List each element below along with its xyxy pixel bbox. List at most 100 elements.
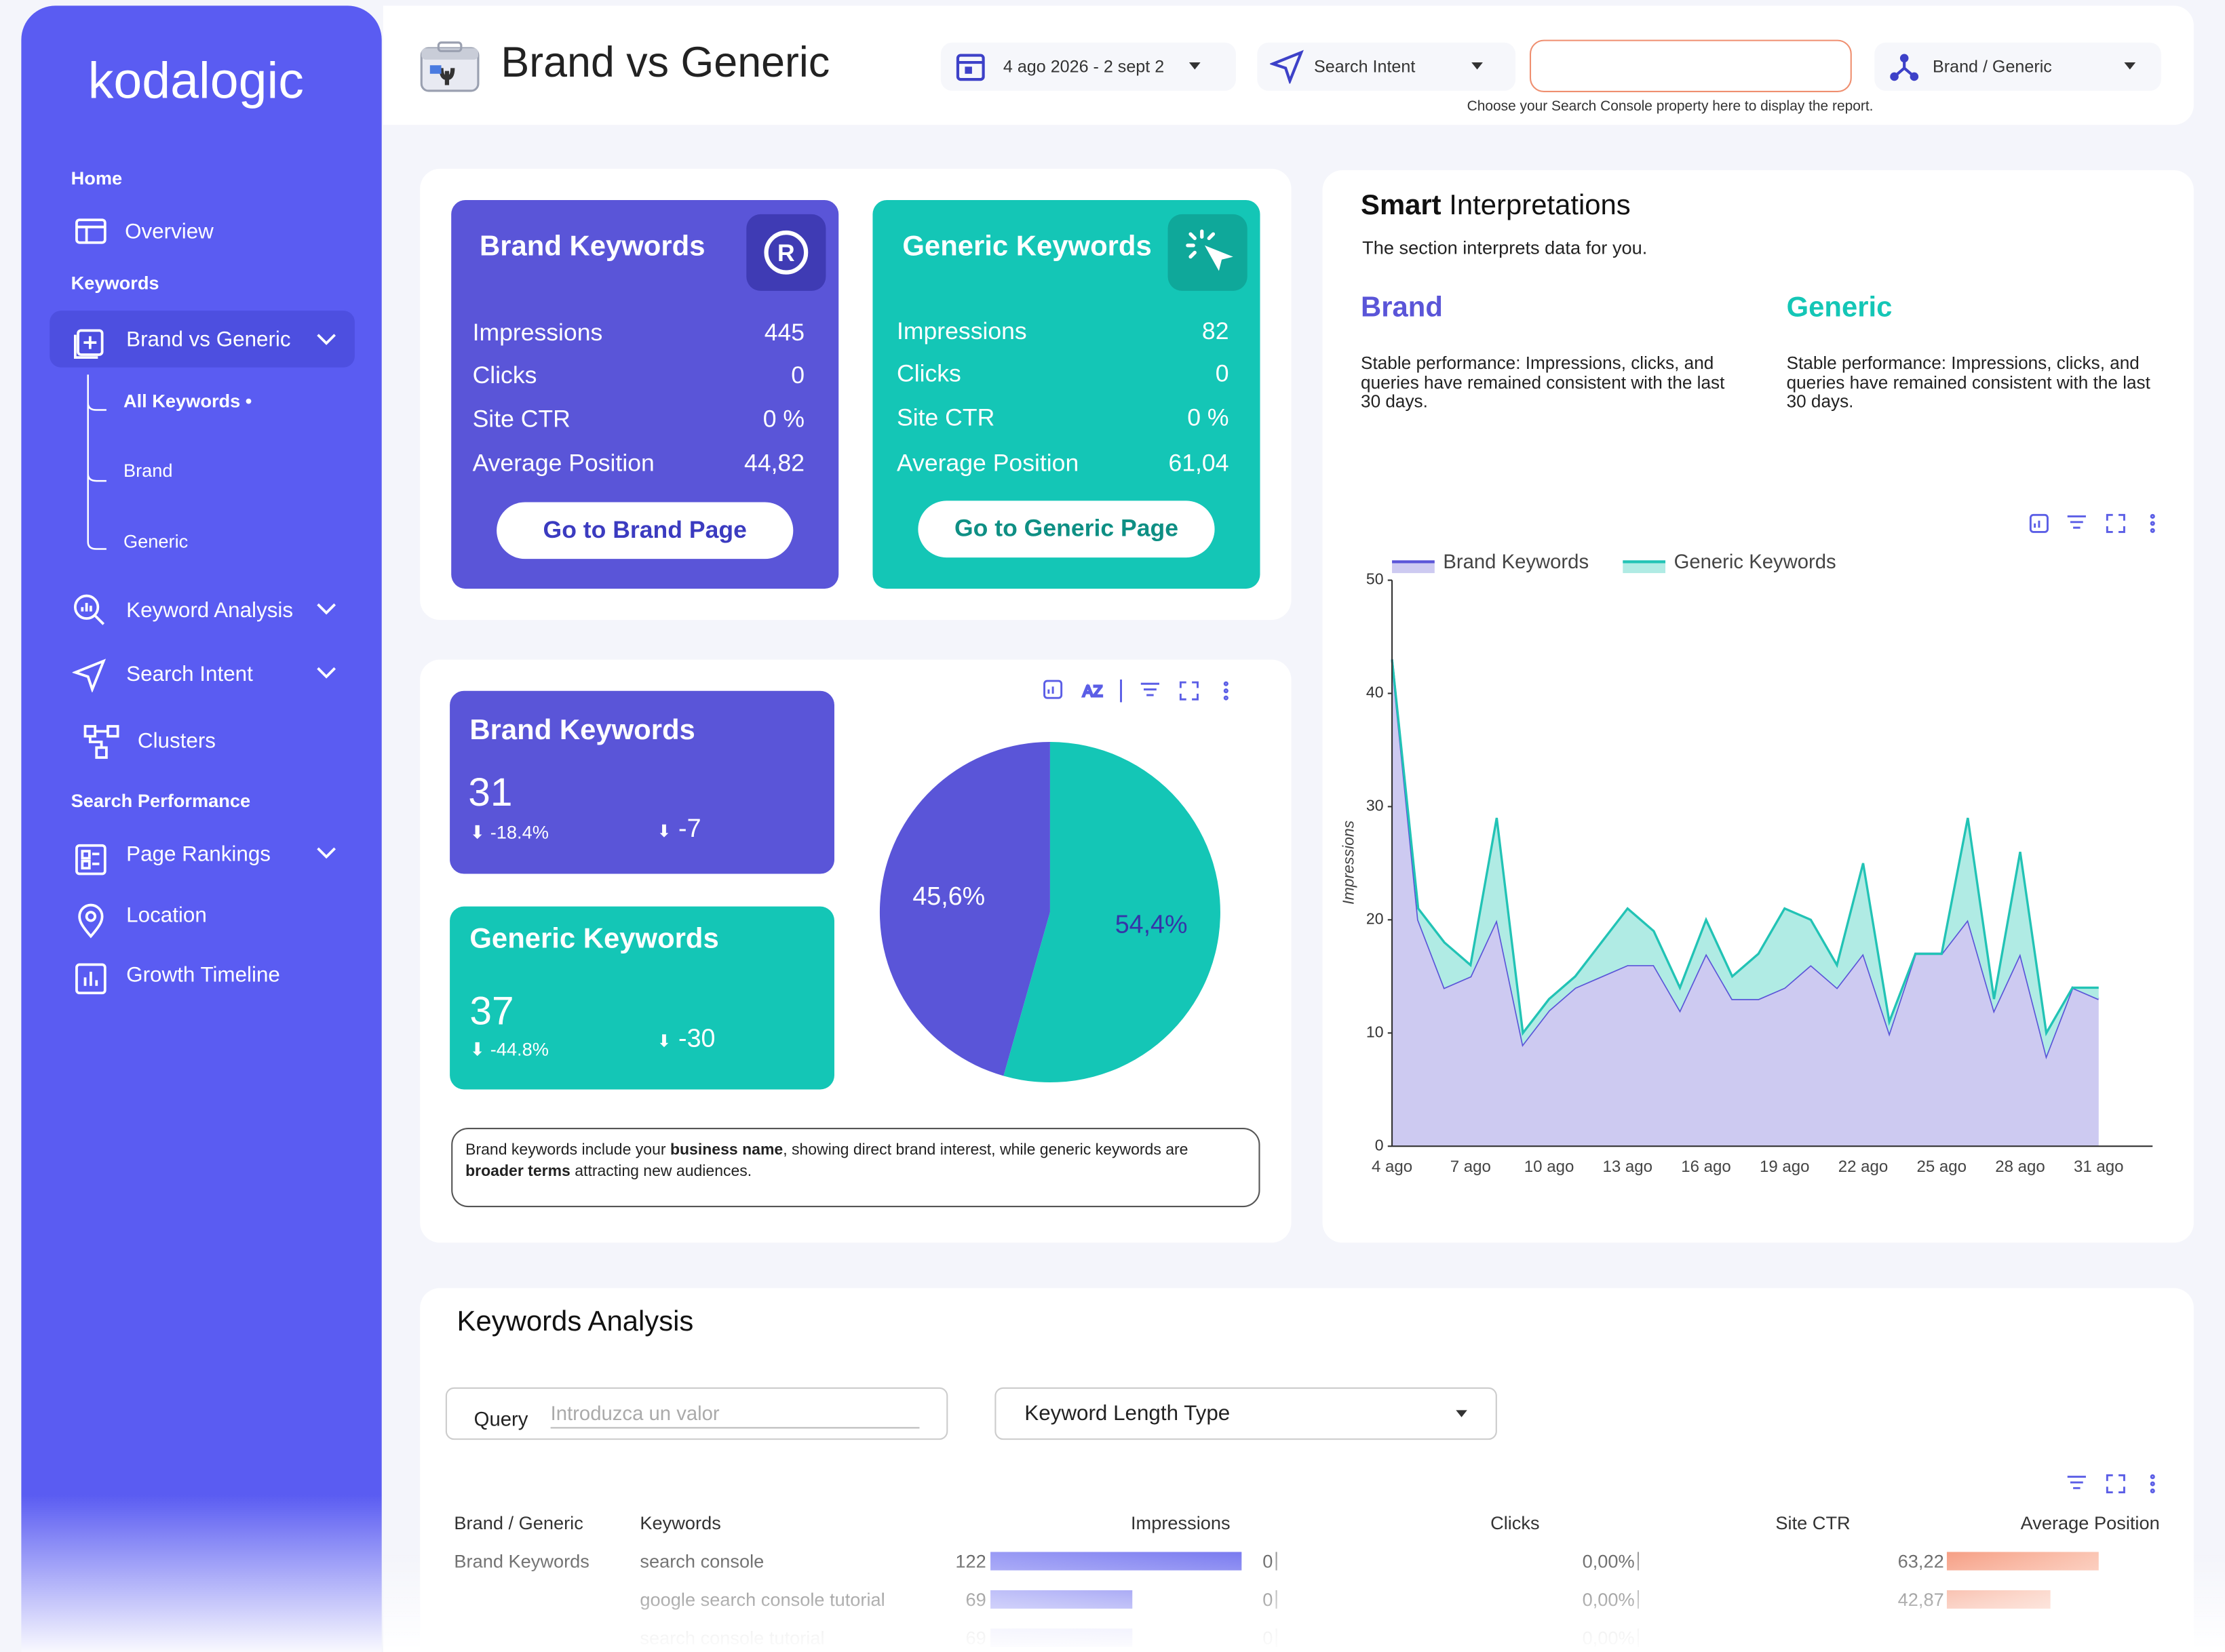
delta-text: -30 bbox=[678, 1024, 716, 1053]
summary-delta: ⬇ -30 bbox=[657, 1024, 716, 1053]
nav-section: Search Performance bbox=[71, 790, 251, 812]
x-tick-label: 7 ago bbox=[1450, 1158, 1491, 1176]
x-tick-label: 31 ago bbox=[2074, 1158, 2124, 1176]
nav-item[interactable]: Brand vs Generic bbox=[126, 328, 291, 352]
pie-label: 54,4% bbox=[1115, 910, 1188, 939]
svg-text:AZ: AZ bbox=[1083, 682, 1102, 700]
y-axis-label: Impressions bbox=[1339, 820, 1357, 904]
generic-text: Stable performance: Impressions, clicks,… bbox=[1786, 353, 2150, 412]
sub-item[interactable]: Generic bbox=[123, 530, 189, 552]
y-tick-label: 30 bbox=[1366, 796, 1384, 814]
nav-item[interactable]: Location bbox=[126, 903, 207, 928]
nav-item[interactable]: Page Rankings bbox=[126, 842, 271, 867]
query-filter[interactable]: Query Introduzca un valor bbox=[445, 1387, 948, 1440]
area-fill bbox=[1392, 659, 2099, 1147]
intent-icon bbox=[1270, 50, 1304, 84]
smart-title: Smart Interpretations bbox=[1361, 190, 1631, 222]
logo[interactable]: kodalogic bbox=[88, 51, 304, 110]
table-toolbar[interactable] bbox=[2063, 1471, 2168, 1497]
note-text: attracting new audiences. bbox=[570, 1163, 752, 1181]
nav-item[interactable]: Overview bbox=[125, 220, 214, 244]
nav-section: Home bbox=[71, 167, 123, 189]
property-selector[interactable] bbox=[1529, 39, 1852, 92]
legend-label: Brand Keywords bbox=[1443, 551, 1589, 573]
keyword-analysis-icon bbox=[73, 594, 105, 625]
chevron[interactable] bbox=[315, 330, 337, 347]
y-tick-label: 0 bbox=[1375, 1136, 1384, 1154]
clusters-icon bbox=[83, 725, 119, 759]
query-input[interactable]: Introduzca un valor bbox=[550, 1402, 920, 1429]
page-title: Brand vs Generic bbox=[501, 39, 830, 87]
chevron[interactable] bbox=[315, 600, 337, 617]
legend-swatch bbox=[1392, 562, 1435, 574]
x-tick-label: 22 ago bbox=[1838, 1158, 1889, 1176]
caret bbox=[1188, 62, 1201, 70]
chart-toolbar[interactable] bbox=[2026, 511, 2168, 536]
generic-page-button[interactable]: Go to Generic Page bbox=[918, 500, 1215, 558]
delta-text: -7 bbox=[678, 814, 701, 843]
smart-title-bold: Smart bbox=[1361, 190, 1442, 222]
length-dropdown[interactable]: Keyword Length Type bbox=[994, 1387, 1497, 1440]
pie-chart: 45,6% 54,4% bbox=[879, 742, 1220, 1083]
metric-value: 0 % bbox=[762, 406, 805, 433]
smart-subtitle: The section interprets data for you. bbox=[1362, 237, 1648, 258]
branch-icon bbox=[1890, 54, 1919, 81]
tree-lines bbox=[87, 374, 107, 550]
nav-item[interactable]: Growth Timeline bbox=[126, 963, 280, 987]
metric-label: Clicks bbox=[472, 361, 537, 389]
metric-value: 0 bbox=[791, 361, 805, 389]
growth-icon bbox=[75, 963, 107, 995]
nav-item[interactable]: Keyword Analysis bbox=[126, 598, 294, 623]
column-header: Clicks bbox=[1490, 1512, 1540, 1534]
dropdown-text: Keyword Length Type bbox=[1024, 1401, 1231, 1426]
column-header: Site CTR bbox=[1775, 1512, 1851, 1534]
pie-slice bbox=[879, 742, 1050, 1076]
analysis-title: Keywords Analysis bbox=[457, 1306, 694, 1338]
date-range-control[interactable]: 4 ago 2026 - 2 sept 2 bbox=[940, 42, 1236, 91]
x-tick-label: 25 ago bbox=[1916, 1158, 1967, 1176]
brand-text: Stable performance: Impressions, clicks,… bbox=[1361, 353, 1725, 412]
y-tick-label: 20 bbox=[1366, 909, 1384, 927]
nav-item[interactable]: Clusters bbox=[137, 729, 216, 753]
metric-value: 61,04 bbox=[1168, 450, 1229, 477]
share-note: Brand keywords include your business nam… bbox=[451, 1127, 1260, 1208]
search-intent-text: Search Intent bbox=[1314, 56, 1416, 77]
chevron[interactable] bbox=[315, 664, 337, 681]
x-tick-label: 28 ago bbox=[1995, 1158, 2045, 1176]
chevron[interactable] bbox=[315, 844, 337, 861]
nav-active bbox=[50, 311, 355, 368]
svg-text:R: R bbox=[777, 239, 795, 267]
pie-slice bbox=[1003, 742, 1220, 1083]
area-chart: 0 10 20 30 40 50 4 ago 7 ago 10 ago 13 ago 16 ago 1… bbox=[1339, 551, 2153, 1176]
x-tick-label: 19 ago bbox=[1760, 1158, 1810, 1176]
x-tick-label: 10 ago bbox=[1524, 1158, 1574, 1176]
sub-item[interactable]: Brand bbox=[123, 459, 173, 481]
page-rankings-icon bbox=[75, 844, 107, 876]
card-icon: R bbox=[746, 214, 826, 291]
generic-heading: Generic bbox=[1786, 292, 1893, 323]
brand-generic-control[interactable]: Brand / Generic bbox=[1874, 42, 2161, 91]
x-tick-label: 4 ago bbox=[1372, 1158, 1412, 1176]
search-intent-control[interactable]: Search Intent bbox=[1257, 42, 1516, 91]
brand-page-button[interactable]: Go to Brand Page bbox=[497, 502, 794, 559]
smart-title-rest: Interpretations bbox=[1449, 190, 1631, 222]
sub-item[interactable]: All Keywords • bbox=[123, 390, 252, 412]
nav-item[interactable]: Search Intent bbox=[126, 662, 253, 687]
summary-change: ⬇ -44.8% bbox=[469, 1038, 549, 1060]
metric-value: 445 bbox=[764, 319, 805, 347]
area-fill bbox=[1392, 659, 2099, 1056]
date-range-text: 4 ago 2026 - 2 sept 2 bbox=[1003, 56, 1165, 77]
search-intent-icon bbox=[72, 658, 107, 692]
note-text: , showing direct brand interest, while g… bbox=[783, 1141, 1188, 1160]
x-tick-label: 13 ago bbox=[1603, 1158, 1653, 1176]
query-label: Query bbox=[473, 1407, 528, 1430]
sidebar: kodalogic Home Overview Keywords Brand v… bbox=[21, 5, 382, 1652]
card-title: Generic Keywords bbox=[902, 231, 1152, 262]
column-header: Keywords bbox=[640, 1512, 721, 1534]
metric-value: 0 % bbox=[1187, 404, 1229, 431]
chart-toolbar[interactable]: AZ bbox=[1040, 677, 1239, 705]
header-icon bbox=[420, 41, 480, 92]
metric-label: Site CTR bbox=[472, 406, 570, 433]
